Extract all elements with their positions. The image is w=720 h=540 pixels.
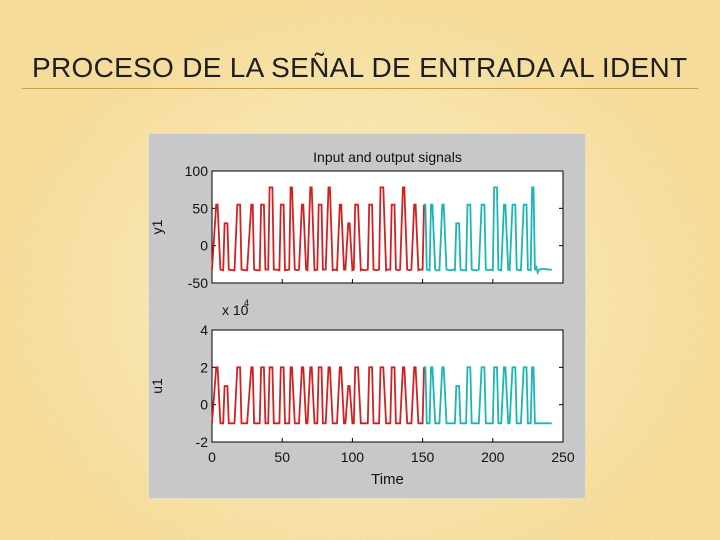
axes-2 (211, 329, 564, 443)
y-multiplier-exponent: 4 (244, 298, 249, 308)
x-tick-label: 50 (274, 449, 290, 465)
x-tick-label: 100 (341, 449, 365, 465)
slide-title: PROCESO DE LA SEÑAL DE ENTRADA AL IDENT (32, 52, 688, 83)
x-tick-label: 250 (551, 449, 575, 465)
y-tick-label: -2 (196, 434, 209, 450)
series-line-2 (424, 366, 552, 425)
y-tick-label: 4 (200, 322, 208, 338)
y-tick-label: 100 (185, 163, 209, 179)
x-tick-label: 200 (481, 449, 505, 465)
y-tick-label: 0 (200, 397, 208, 413)
y-tick-label: 50 (192, 200, 208, 216)
y-axis-label: u1 (149, 378, 165, 394)
figure-window: Input and output signals 100 50 0 -50 y1 4 2 0 -2… (148, 133, 586, 499)
x-axis-label: Time (371, 471, 404, 488)
y-tick-label: 0 (200, 238, 208, 254)
title-underline (22, 88, 698, 89)
y-multiplier: x 10 (222, 302, 249, 318)
axes-1 (211, 170, 564, 284)
x-tick-label: 150 (411, 449, 435, 465)
series-line-1 (211, 366, 425, 425)
y-tick-label: 2 (200, 359, 208, 375)
y-tick-label: -50 (188, 275, 208, 291)
y-axis-label: y1 (149, 219, 165, 234)
series-line-1 (211, 186, 425, 272)
x-tick-label: 0 (208, 449, 216, 465)
series-line-2 (424, 186, 552, 276)
chart-title: Input and output signals (313, 149, 462, 165)
input-output-plot: Input and output signals100500-50y1420-2… (149, 149, 575, 488)
